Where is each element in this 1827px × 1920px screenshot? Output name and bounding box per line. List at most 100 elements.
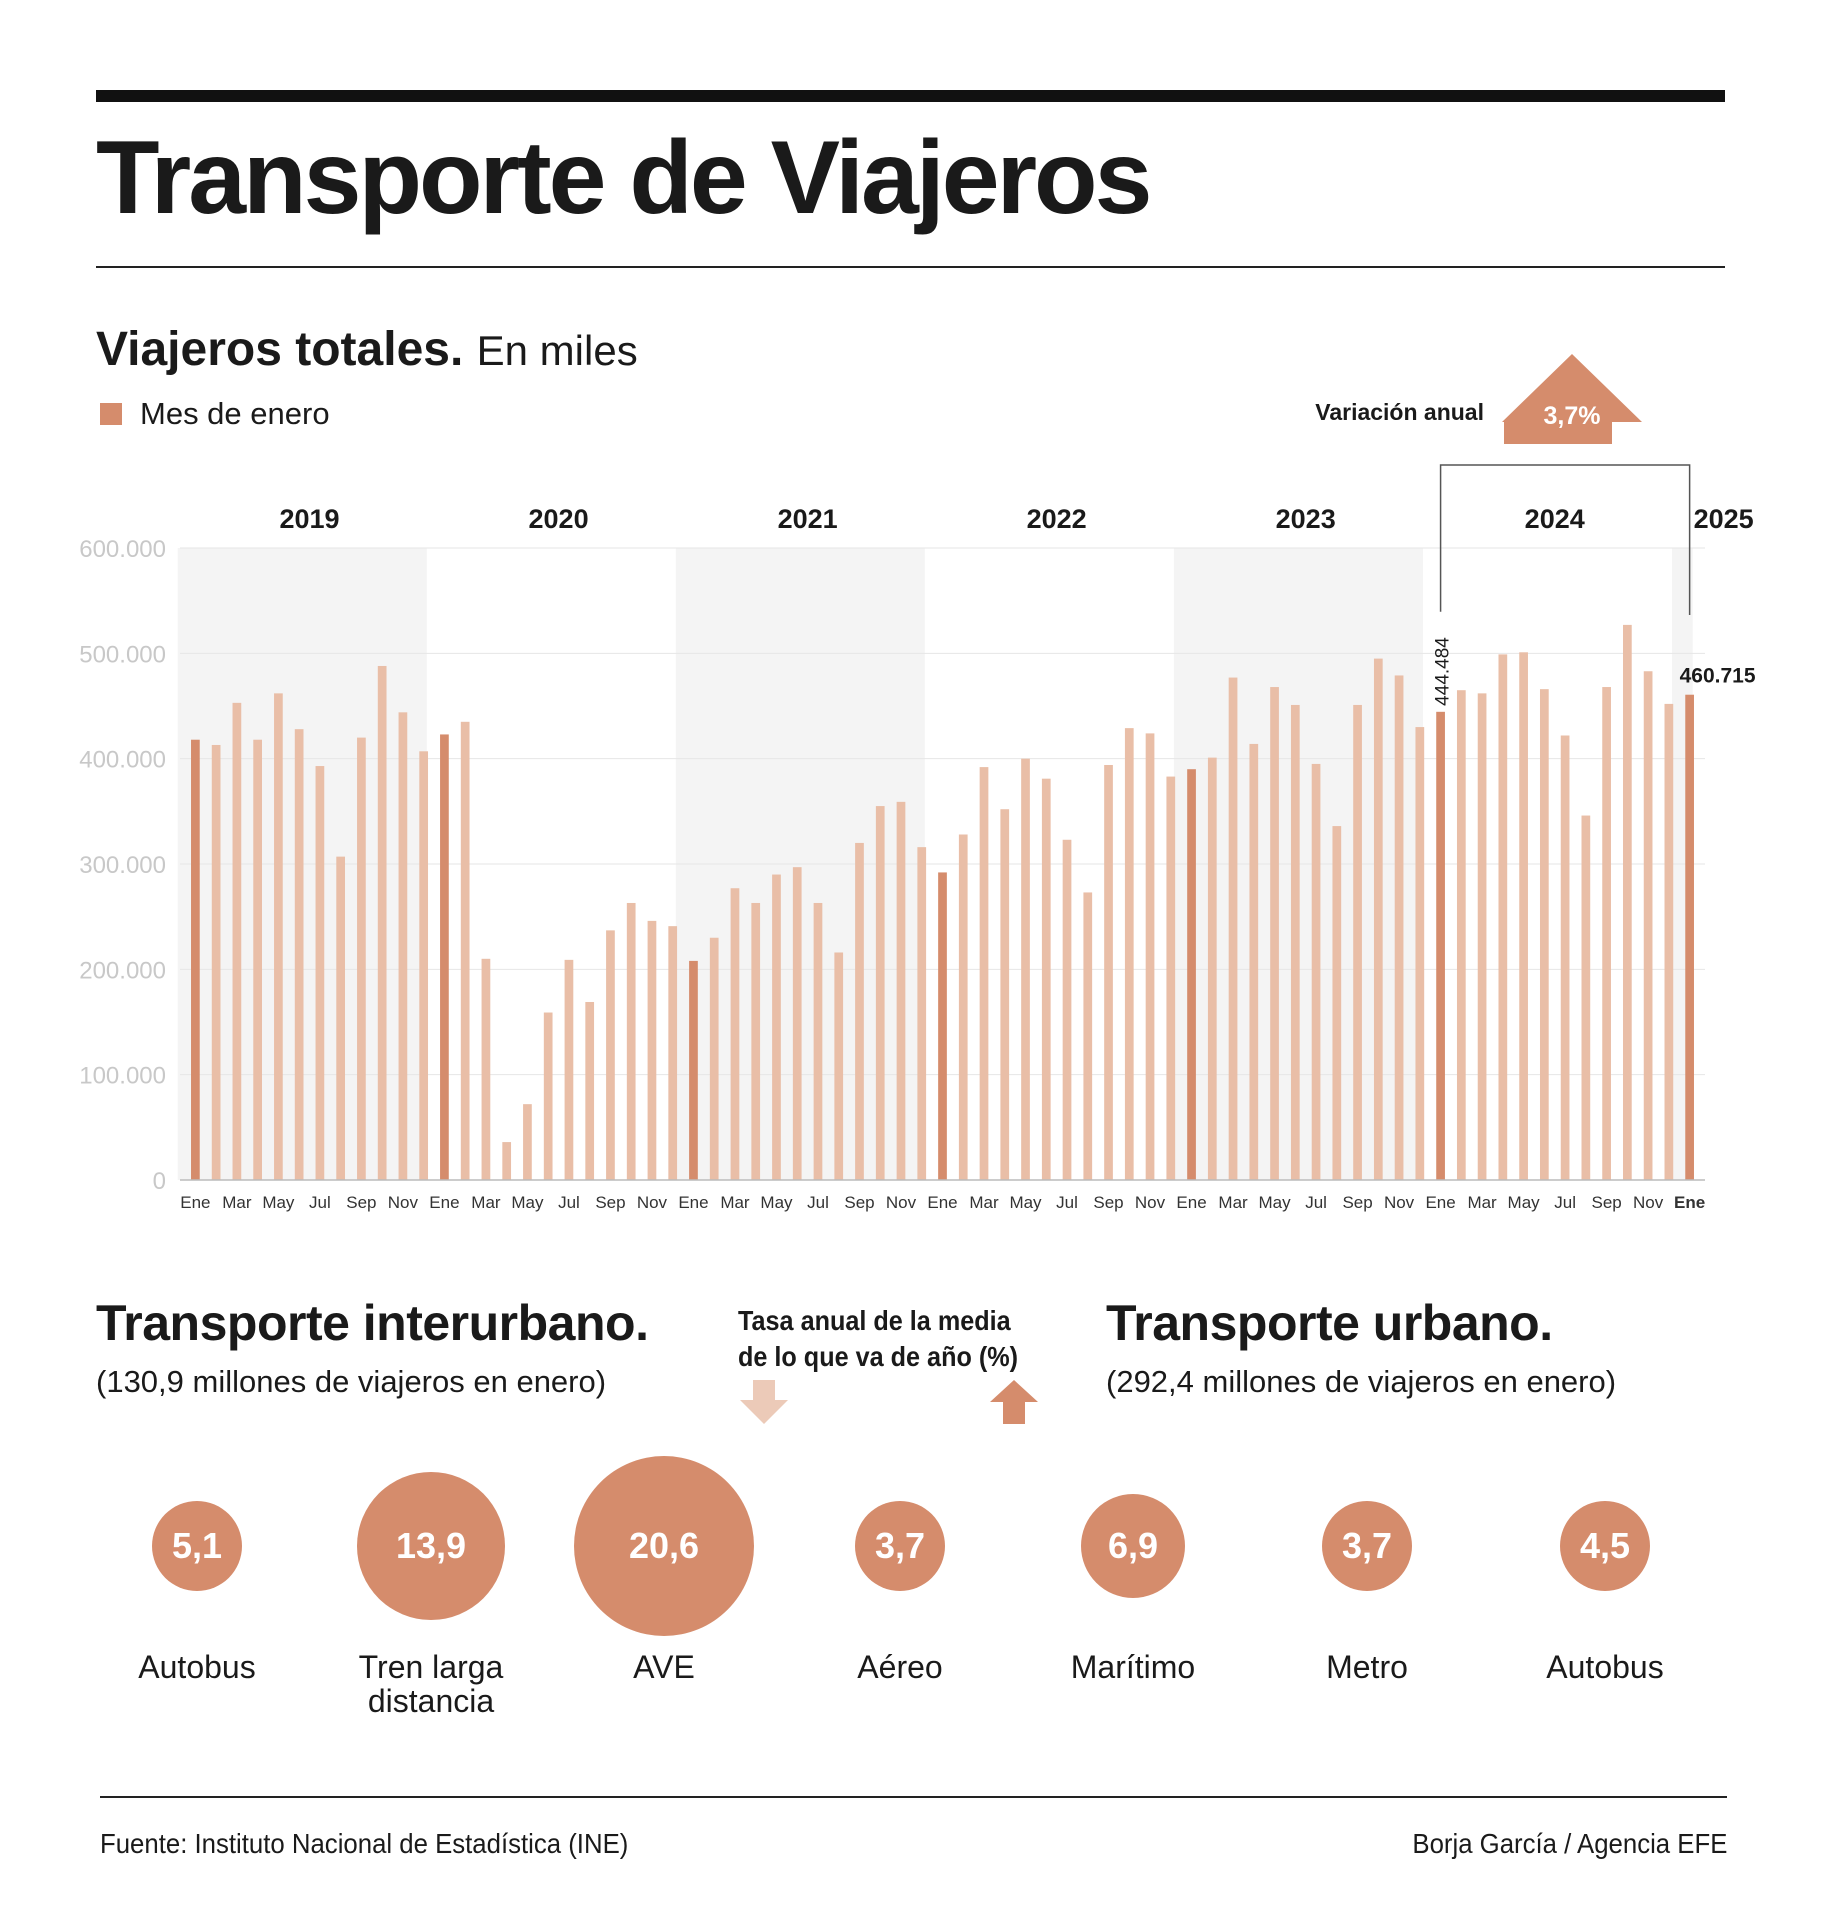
x-tick-label: Ene <box>429 1193 459 1212</box>
x-tick-label: Sep <box>1591 1193 1621 1212</box>
chart-subtitle-bold: Viajeros totales. <box>96 323 464 376</box>
bar <box>1311 763 1321 1180</box>
bar <box>1643 671 1653 1180</box>
top-rule <box>96 90 1725 102</box>
bar <box>1498 654 1508 1180</box>
x-tick-label: Ene <box>927 1193 957 1212</box>
bubble-value: 4,5 <box>1560 1501 1650 1591</box>
bar <box>855 842 864 1180</box>
x-tick-label: Nov <box>1633 1193 1664 1212</box>
rate-title-line-1: Tasa anual de la media <box>738 1305 1011 1336</box>
x-tick-label: Jul <box>309 1193 331 1212</box>
title-divider <box>96 266 1725 268</box>
bar <box>751 902 761 1180</box>
bubble-value: 20,6 <box>574 1456 754 1636</box>
arrow-up-icon <box>990 1380 1038 1424</box>
x-tick-label: Ene <box>678 1193 708 1212</box>
year-label-2019: 2019 <box>279 504 339 534</box>
bar <box>1477 693 1487 1180</box>
year-label-2020: 2020 <box>529 504 589 534</box>
interurban-title: Transporte interurbano. <box>96 1295 649 1351</box>
bubble-label: Metro <box>1326 1649 1408 1685</box>
x-tick-label: Sep <box>595 1193 625 1212</box>
y-axis-labels: 0 100.000 200.000 300.000 400.000 500.000 600.… <box>79 536 166 1195</box>
bar <box>647 920 657 1180</box>
bar <box>1000 809 1010 1180</box>
x-tick-label: Ene <box>1425 1193 1455 1212</box>
x-tick-label: Nov <box>1135 1193 1166 1212</box>
chart-legend: Mes de enero <box>100 396 330 432</box>
rate-title-line-2: de lo que va de año (%) <box>738 1341 1019 1372</box>
bar <box>709 937 719 1180</box>
bar <box>1083 892 1093 1180</box>
bar <box>1415 727 1425 1180</box>
bar <box>668 926 678 1180</box>
bar <box>1290 704 1300 1180</box>
bar <box>357 737 366 1180</box>
year-label-2025: 2025 <box>1694 504 1754 534</box>
bar <box>315 766 325 1180</box>
x-tick-label: Nov <box>886 1193 917 1212</box>
year-label-2024: 2024 <box>1525 504 1585 534</box>
y-tick-label: 100.000 <box>79 1063 166 1090</box>
bubble-label: Aéreo <box>857 1649 943 1685</box>
bubble-label: AVE <box>633 1649 695 1685</box>
bar <box>1104 764 1113 1180</box>
bar <box>606 930 615 1180</box>
page-title: Transporte de Viajeros <box>96 120 1152 236</box>
bar <box>813 902 823 1180</box>
y-tick-label: 500.000 <box>79 641 166 668</box>
bar <box>730 888 740 1180</box>
x-tick-label: Jul <box>1305 1193 1327 1212</box>
bar <box>1166 776 1176 1180</box>
bar <box>1228 677 1238 1180</box>
variation-bracket <box>1439 464 1691 615</box>
bar <box>1581 815 1591 1180</box>
annotations: 444.484 460.715 Variación anual 3,7% <box>1315 354 1756 706</box>
legend-label: Mes de enero <box>140 396 330 431</box>
bar <box>626 902 636 1180</box>
bar <box>1623 624 1632 1180</box>
bar <box>1353 704 1362 1180</box>
bar <box>1664 703 1674 1180</box>
bar <box>1145 733 1155 1180</box>
y-tick-label: 400.000 <box>79 747 166 774</box>
bubble-value: 6,9 <box>1080 1493 1186 1599</box>
x-axis-labels: Ene Mar May Jul Sep Nov Ene Mar May Jul Sep Nov Ene M… <box>180 1193 1705 1212</box>
bubble-value: 3,7 <box>855 1501 945 1591</box>
x-tick-label: May <box>262 1193 295 1212</box>
bar <box>1207 757 1217 1180</box>
bar <box>875 806 885 1180</box>
bar <box>232 702 242 1180</box>
bar <box>253 739 262 1180</box>
bar <box>979 767 989 1180</box>
variation-label: Variación anual <box>1315 399 1484 425</box>
bar <box>834 952 844 1180</box>
bar <box>523 1104 532 1180</box>
footer-source: Fuente: Instituto Nacional de Estadístic… <box>100 1828 629 1859</box>
bar <box>1539 689 1549 1180</box>
bar-january <box>1187 769 1196 1180</box>
x-tick-label: Nov <box>637 1193 668 1212</box>
bubble-value: 3,7 <box>1322 1501 1412 1591</box>
chart-subtitle: Viajeros totales. En miles <box>96 326 638 374</box>
interurban-subtitle: (130,9 millones de viajeros en enero) <box>96 1364 607 1399</box>
year-label-2023: 2023 <box>1276 504 1336 534</box>
x-tick-label: May <box>1009 1193 1042 1212</box>
x-tick-label: Mar <box>969 1193 999 1212</box>
x-tick-label: Mar <box>1467 1193 1497 1212</box>
bubble-label: Marítimo <box>1070 1649 1196 1685</box>
bar <box>460 721 470 1180</box>
bar <box>211 744 221 1180</box>
bar <box>481 958 491 1180</box>
x-tick-label: May <box>1508 1193 1541 1212</box>
bar <box>543 1012 553 1180</box>
x-tick-label: Mar <box>471 1193 501 1212</box>
bar-january <box>689 960 698 1180</box>
rate-title: Tasa anual de la media de lo que va de a… <box>738 1303 1018 1375</box>
bar-chart: 0 100.000 200.000 300.000 400.000 500.000 600.… <box>79 354 1756 1212</box>
annotation-2024-value: 444.484 <box>1433 637 1454 706</box>
bar <box>1394 675 1404 1180</box>
x-tick-label: Jul <box>807 1193 829 1212</box>
bar <box>294 729 304 1180</box>
